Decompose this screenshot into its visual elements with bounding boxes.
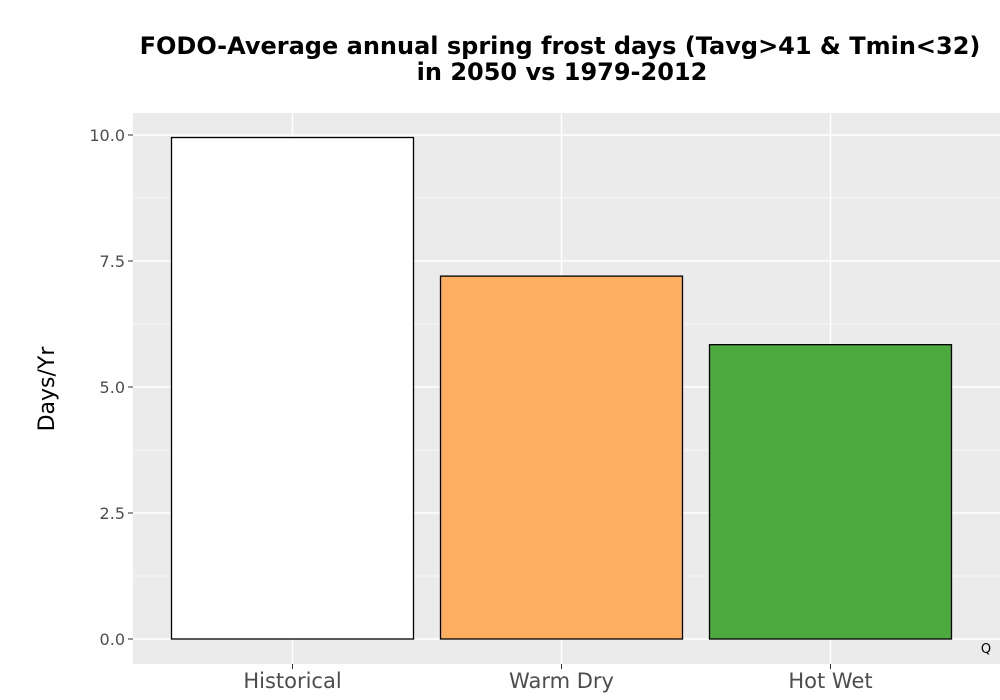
y-tick-label: 2.5: [100, 504, 125, 523]
y-tick-label: 5.0: [100, 378, 125, 397]
corner-label: Q: [981, 642, 991, 657]
y-tick-label: 10.0: [89, 126, 125, 145]
bar-historical: [170, 136, 415, 640]
bars: [170, 136, 953, 640]
x-tick-label: Warm Dry: [509, 669, 614, 693]
bar-hot-wet: [708, 344, 953, 640]
y-axis-label: Days/Yr: [35, 346, 60, 432]
bar-warm-dry: [439, 275, 684, 640]
y-tick-label: 7.5: [100, 252, 125, 271]
x-tick-label: Historical: [243, 669, 341, 693]
y-axis: 0.0 2.5 5.0 7.5 10.0: [89, 126, 133, 649]
chart-title: FODO-Average annual spring frost days (T…: [140, 32, 981, 60]
y-tick-label: 0.0: [100, 630, 125, 649]
x-axis: Historical Warm Dry Hot Wet: [243, 664, 873, 693]
x-tick-label: Hot Wet: [788, 669, 872, 693]
chart-subtitle: in 2050 vs 1979-2012: [417, 58, 708, 86]
